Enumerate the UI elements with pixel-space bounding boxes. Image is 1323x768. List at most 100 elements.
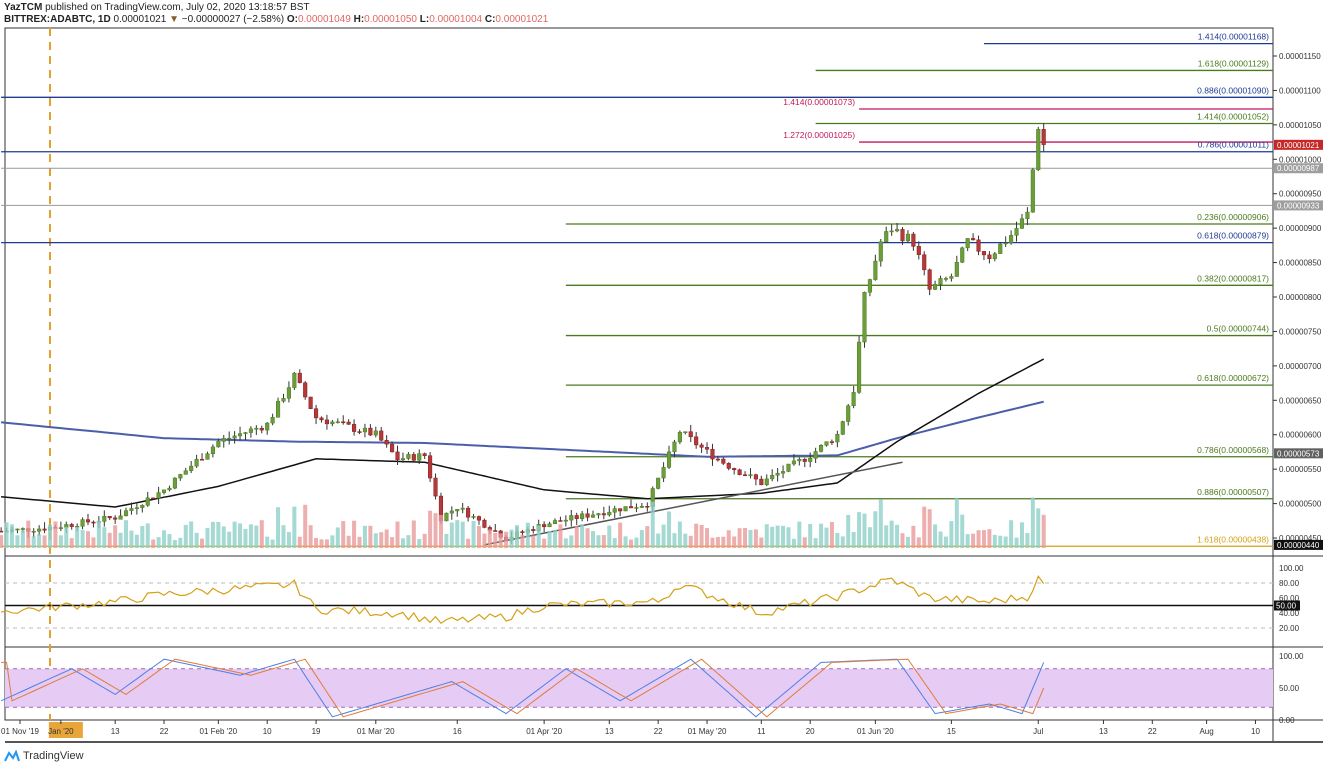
close-value: 0.00001021 — [495, 14, 549, 25]
volume-bar — [379, 532, 384, 548]
x-tick-label: 16 — [453, 727, 462, 736]
volume-bar — [31, 536, 36, 548]
volume-bar — [498, 533, 503, 548]
candle — [531, 529, 536, 531]
open-label: O: — [286, 14, 298, 25]
volume-bar — [504, 531, 509, 548]
candle — [286, 387, 291, 399]
candle — [379, 430, 384, 441]
volume-bar — [96, 520, 101, 548]
candle — [205, 453, 210, 460]
candle — [580, 513, 585, 519]
volume-bar — [134, 534, 139, 548]
candle — [938, 278, 943, 285]
x-tick-label: 01 May '20 — [688, 727, 727, 736]
volume-bar — [124, 520, 129, 548]
volume-bar — [710, 537, 715, 548]
candle — [107, 516, 112, 519]
candle — [314, 408, 319, 419]
stoch-band — [5, 668, 1273, 708]
candle — [303, 382, 308, 398]
volume-bar — [580, 524, 585, 548]
volume-bar — [867, 527, 872, 548]
candle — [943, 278, 949, 280]
volume-bar — [265, 536, 270, 548]
volume-bar — [618, 522, 623, 548]
volume-bar — [797, 521, 802, 548]
candle — [118, 515, 123, 520]
low-label: L: — [419, 14, 430, 25]
candle — [31, 530, 36, 533]
volume-bar — [645, 526, 650, 548]
plot-frame — [4, 27, 1274, 721]
candle — [37, 528, 42, 532]
volume-bar — [362, 525, 367, 548]
volume-bar — [715, 537, 720, 548]
candle — [542, 524, 547, 528]
volume-bar — [688, 535, 693, 548]
candle — [862, 291, 867, 343]
volume-bar — [221, 526, 226, 548]
fib-level-label: 0.886(0.00001090) — [1197, 85, 1269, 95]
volume-bar — [297, 536, 302, 548]
y-tick-label: 0.00000600 — [1279, 431, 1322, 440]
volume-bar — [20, 530, 25, 548]
volume-bar — [726, 530, 731, 548]
volume-bar — [753, 529, 758, 548]
candle — [900, 229, 905, 242]
volume-bar — [270, 539, 275, 548]
candle — [873, 260, 878, 280]
volume-bar — [808, 523, 813, 548]
volume-bar — [976, 530, 981, 548]
y-tick-label: 0.00000950 — [1279, 190, 1322, 199]
symbol[interactable]: BITTREX:ADABTC, 1D — [4, 14, 111, 25]
candle — [466, 507, 471, 518]
candle — [42, 528, 47, 531]
candle — [281, 398, 286, 402]
fib-level-label: 0.618(0.00000672) — [1197, 373, 1269, 383]
candle — [341, 421, 346, 424]
rsi-badge-label: 50.00 — [1276, 602, 1297, 611]
volume-bar — [748, 529, 753, 548]
volume-bar — [677, 521, 682, 548]
volume-bar — [612, 538, 617, 548]
volume-bar — [368, 525, 373, 548]
volume-bar — [335, 527, 340, 548]
high-value: 0.00001050 — [364, 14, 417, 25]
candle — [704, 447, 710, 450]
y-tick-label: 0.00001000 — [1279, 155, 1322, 164]
candle — [335, 421, 340, 424]
price-badge-label: 0.00000440 — [1277, 541, 1320, 550]
candle — [867, 279, 872, 293]
volume-bar — [840, 536, 845, 548]
candle — [607, 511, 612, 516]
candle — [102, 516, 107, 522]
candle — [721, 458, 726, 464]
x-tick-label: 20 — [806, 727, 815, 736]
candle — [612, 508, 617, 513]
volume-bar — [1019, 522, 1024, 548]
candle — [460, 507, 465, 510]
candle — [623, 506, 628, 512]
volume-bar — [911, 525, 916, 548]
fib-level-label: 1.414(0.00001073) — [783, 97, 855, 107]
volume-bar — [591, 531, 595, 548]
candle — [618, 508, 623, 512]
price-chart[interactable]: 0.00001150 0.00001100 0.00001050 0.00001000… — [0, 0, 1323, 750]
candle — [683, 431, 688, 433]
change: −0.00000027 (−2.58%) — [181, 14, 285, 25]
volume-bar — [672, 533, 677, 548]
fib-level-label: 1.618(0.00000438) — [1197, 534, 1269, 544]
fib-level-label: 0.5(0.00000744) — [1207, 324, 1270, 334]
candle — [362, 427, 367, 433]
volume-bar — [846, 514, 851, 548]
volume-bar — [650, 501, 655, 548]
candle — [384, 440, 389, 445]
volume-bar — [373, 533, 378, 548]
y-tick-label: 0.00001150 — [1279, 52, 1321, 61]
candle — [715, 458, 720, 461]
volume-bar — [118, 532, 123, 548]
volume-bar — [172, 539, 177, 548]
rsi-tick-label: 60.00 — [1279, 594, 1300, 603]
volume-bar — [531, 535, 536, 548]
